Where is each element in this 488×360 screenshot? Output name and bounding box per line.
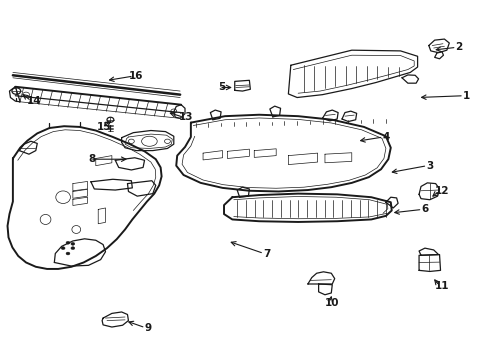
Text: 10: 10 [325, 298, 339, 308]
Text: 5: 5 [218, 82, 225, 93]
Text: 4: 4 [382, 132, 389, 142]
Text: 14: 14 [26, 96, 41, 106]
Text: 11: 11 [434, 281, 448, 291]
Text: 13: 13 [179, 112, 193, 122]
Ellipse shape [66, 241, 70, 244]
Text: 9: 9 [144, 323, 151, 333]
Text: 7: 7 [262, 248, 269, 258]
Ellipse shape [71, 247, 75, 249]
Text: 3: 3 [426, 161, 432, 171]
Text: 2: 2 [454, 42, 462, 52]
Ellipse shape [71, 242, 75, 245]
Text: 16: 16 [129, 71, 143, 81]
Text: 6: 6 [421, 204, 427, 215]
Ellipse shape [61, 247, 65, 249]
Text: 15: 15 [97, 122, 112, 132]
Text: 1: 1 [462, 91, 469, 101]
Ellipse shape [66, 252, 70, 255]
Text: 8: 8 [88, 154, 96, 164]
Text: 12: 12 [434, 186, 448, 196]
